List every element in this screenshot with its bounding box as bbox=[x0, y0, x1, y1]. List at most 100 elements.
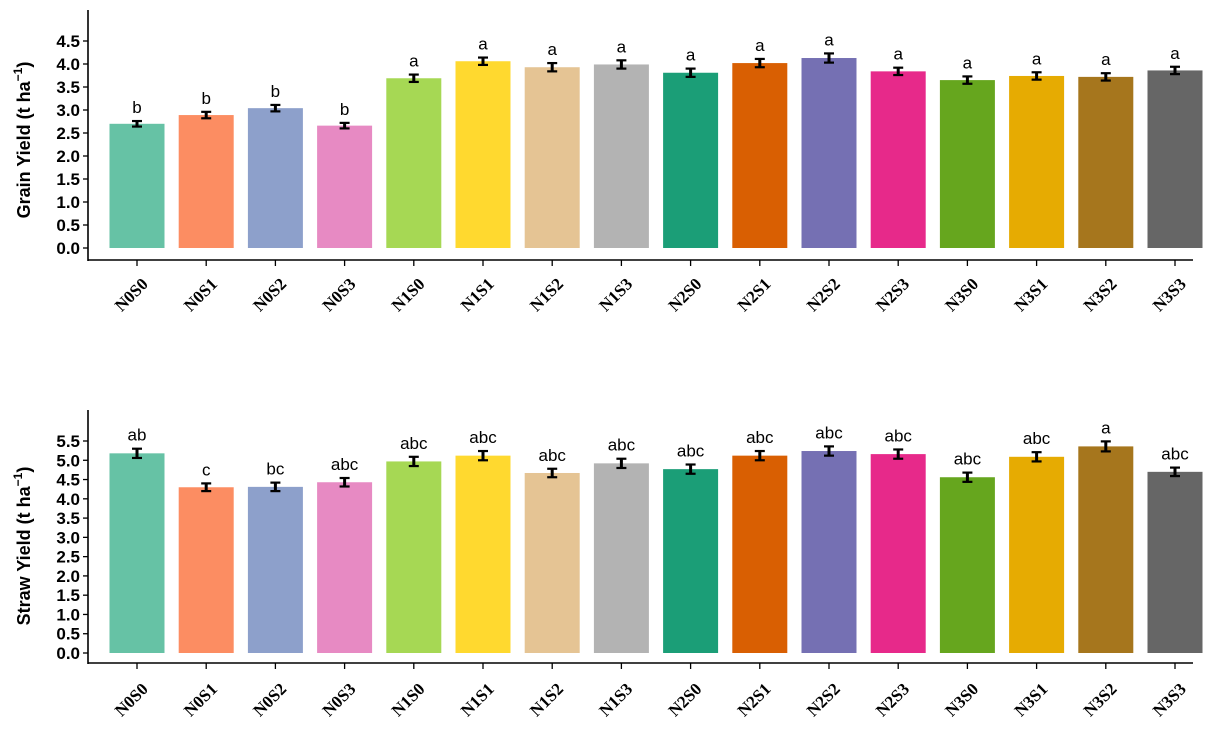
bar-n2s2 bbox=[801, 451, 857, 653]
bar-n1s2 bbox=[524, 472, 580, 653]
x-tick-label: N2S0 bbox=[665, 679, 706, 720]
y-tick-label: 2.0 bbox=[56, 147, 80, 166]
y-tick-label: 4.0 bbox=[56, 490, 80, 509]
y-tick-label: 3.0 bbox=[56, 101, 80, 120]
significance-label: a bbox=[547, 40, 557, 59]
bar-n2s2 bbox=[801, 58, 857, 248]
x-tick-label: N2S1 bbox=[734, 679, 775, 720]
significance-label: abc bbox=[400, 434, 428, 453]
significance-label: a bbox=[686, 46, 696, 65]
x-tick-label: N1S3 bbox=[595, 274, 636, 315]
significance-label: abc bbox=[884, 426, 912, 445]
bar-n3s2 bbox=[1078, 446, 1134, 653]
significance-label: abc bbox=[746, 428, 774, 447]
significance-label: a bbox=[1101, 50, 1111, 69]
x-tick-label: N3S3 bbox=[1149, 679, 1190, 720]
x-tick-label: N1S2 bbox=[526, 274, 567, 315]
bar-n0s1 bbox=[178, 115, 234, 248]
bar-n0s2 bbox=[247, 486, 303, 653]
y-tick-label: 4.0 bbox=[56, 55, 80, 74]
bar-n3s1 bbox=[1009, 75, 1065, 249]
y-tick-label: 0.5 bbox=[56, 216, 80, 235]
y-tick-label: 0.0 bbox=[56, 239, 80, 258]
bar-n0s1 bbox=[178, 487, 234, 653]
bar-n0s2 bbox=[247, 108, 303, 248]
y-tick-label: 1.0 bbox=[56, 605, 80, 624]
significance-label: a bbox=[478, 35, 488, 54]
y-tick-label: 1.5 bbox=[56, 586, 80, 605]
bar-n0s3 bbox=[317, 125, 373, 248]
x-tick-label: N0S2 bbox=[249, 679, 290, 720]
bar-n0s0 bbox=[109, 123, 165, 248]
significance-label: a bbox=[963, 53, 973, 72]
bar-n1s1 bbox=[455, 455, 511, 653]
significance-label: bc bbox=[266, 460, 284, 479]
x-tick-label: N3S0 bbox=[941, 274, 982, 315]
significance-label: b bbox=[201, 89, 210, 108]
bar-n1s2 bbox=[524, 67, 580, 248]
bar-n2s3 bbox=[870, 454, 926, 653]
chart-panel-1: 0.0 0.5 1.0 1.5 2.0 2.5 3.0 3.5 4.0 4.5 Grain Yiel… bbox=[11, 10, 1203, 315]
x-tick-label: N0S0 bbox=[111, 274, 152, 315]
x-tick-label: N3S1 bbox=[1011, 679, 1052, 720]
bar-n3s2 bbox=[1078, 76, 1134, 248]
significance-label: abc bbox=[469, 428, 497, 447]
y-tick-label: 4.5 bbox=[56, 471, 80, 490]
significance-label: abc bbox=[1161, 445, 1189, 464]
x-tick-label: N1S1 bbox=[457, 679, 498, 720]
x-tick-label: N3S3 bbox=[1149, 274, 1190, 315]
significance-label: abc bbox=[815, 423, 843, 442]
x-tick-label: N0S3 bbox=[319, 679, 360, 720]
significance-label: a bbox=[409, 52, 419, 71]
bar-n0s3 bbox=[317, 482, 373, 653]
x-tick-label: N2S1 bbox=[734, 274, 775, 315]
x-tick-label: N0S3 bbox=[319, 274, 360, 315]
y-tick-label: 2.0 bbox=[56, 567, 80, 586]
chart-panel-2: 0.00.51.01.52.02.53.03.54.04.55.05.5 Stra… bbox=[11, 410, 1203, 720]
significance-label: b bbox=[271, 82, 280, 101]
y-axis-label: Straw Yield (t ha−1) bbox=[11, 467, 34, 626]
x-tick-label: N3S1 bbox=[1011, 274, 1052, 315]
x-tick-label: N2S2 bbox=[803, 274, 844, 315]
bar-n3s3 bbox=[1147, 471, 1203, 653]
x-tick-label: N2S3 bbox=[872, 679, 913, 720]
bar-n1s3 bbox=[593, 463, 649, 653]
x-tick-label: N0S2 bbox=[249, 274, 290, 315]
bar-n1s0 bbox=[386, 461, 442, 653]
significance-label: a bbox=[824, 30, 834, 49]
x-tick-label: N2S3 bbox=[872, 274, 913, 315]
significance-label: a bbox=[1170, 44, 1180, 63]
significance-label: b bbox=[132, 98, 141, 117]
y-tick-label: 3.5 bbox=[56, 78, 80, 97]
significance-label: abc bbox=[1023, 429, 1051, 448]
x-tick-label: N0S1 bbox=[180, 274, 221, 315]
significance-label: abc bbox=[677, 442, 705, 461]
bar-n2s0 bbox=[663, 469, 719, 653]
bar-n2s3 bbox=[870, 71, 926, 248]
bar-n3s0 bbox=[939, 80, 995, 248]
x-tick-label: N0S0 bbox=[111, 679, 152, 720]
x-tick-label: N2S2 bbox=[803, 679, 844, 720]
significance-label: c bbox=[202, 460, 211, 479]
x-tick-label: N2S0 bbox=[665, 274, 706, 315]
significance-label: abc bbox=[954, 450, 982, 469]
x-tick-label: N1S2 bbox=[526, 679, 567, 720]
y-tick-label: 5.0 bbox=[56, 451, 80, 470]
y-tick-label: 0.5 bbox=[56, 625, 80, 644]
significance-label: a bbox=[1101, 418, 1111, 437]
significance-label: a bbox=[617, 37, 627, 56]
x-tick-label: N1S3 bbox=[595, 679, 636, 720]
significance-label: abc bbox=[608, 436, 636, 455]
y-tick-label: 5.5 bbox=[56, 432, 80, 451]
x-tick-label: N3S2 bbox=[1080, 679, 1121, 720]
y-tick-label: 3.5 bbox=[56, 509, 80, 528]
x-tick-label: N3S0 bbox=[941, 679, 982, 720]
bar-n2s1 bbox=[732, 455, 788, 653]
significance-label: a bbox=[1032, 49, 1042, 68]
significance-label: a bbox=[755, 36, 765, 55]
bar-n2s1 bbox=[732, 63, 788, 248]
y-tick-label: 2.5 bbox=[56, 124, 80, 143]
significance-label: a bbox=[893, 45, 903, 64]
y-tick-label: 3.0 bbox=[56, 528, 80, 547]
